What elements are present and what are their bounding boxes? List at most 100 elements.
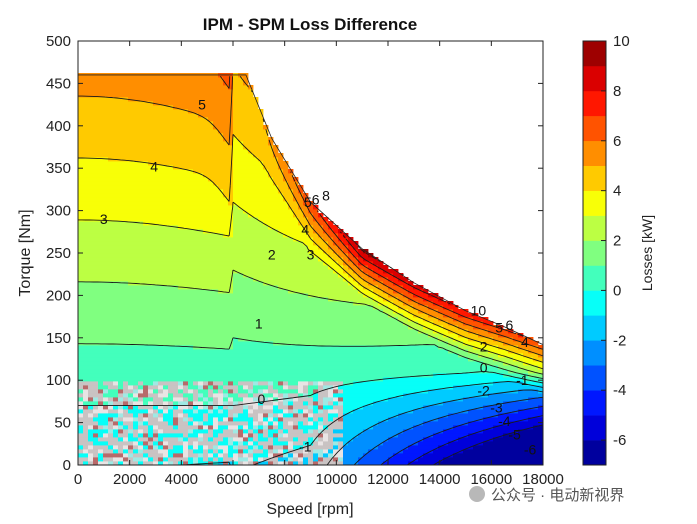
heatmap-cell — [233, 333, 239, 338]
heatmap-cell — [348, 297, 354, 302]
heatmap-cell — [273, 249, 279, 254]
heatmap-cell — [183, 457, 189, 462]
heatmap-cell — [253, 345, 259, 350]
heatmap-cell — [268, 221, 274, 226]
heatmap-cell — [293, 233, 299, 238]
heatmap-cell — [183, 125, 189, 130]
heatmap-cell — [223, 225, 229, 230]
heatmap-cell — [138, 385, 144, 390]
heatmap-cell — [158, 85, 164, 90]
heatmap-cell — [88, 373, 94, 378]
heatmap-cell — [198, 381, 204, 386]
heatmap-cell — [213, 241, 219, 246]
heatmap-cell — [133, 293, 139, 298]
heatmap-cell — [93, 389, 99, 394]
heatmap-cell — [88, 401, 94, 406]
heatmap-cell — [243, 193, 249, 198]
heatmap-cell — [283, 405, 289, 410]
heatmap-cell — [93, 201, 99, 206]
heatmap-cell — [213, 225, 219, 230]
heatmap-cell — [273, 421, 279, 426]
heatmap-cell — [123, 449, 129, 454]
heatmap-cell — [333, 301, 339, 306]
heatmap-cell — [213, 137, 219, 142]
heatmap-cell — [358, 317, 364, 322]
heatmap-cell — [173, 401, 179, 406]
heatmap-cell — [123, 241, 129, 246]
heatmap-cell — [158, 209, 164, 214]
heatmap-cell — [83, 201, 89, 206]
heatmap-cell — [308, 289, 314, 294]
heatmap-cell — [223, 89, 229, 94]
heatmap-cell — [83, 277, 89, 282]
heatmap-cell — [283, 229, 289, 234]
heatmap-cell — [218, 385, 224, 390]
heatmap-cell — [133, 217, 139, 222]
heatmap-cell — [283, 257, 289, 262]
heatmap-cell — [103, 85, 109, 90]
heatmap-cell — [148, 409, 154, 414]
heatmap-cell — [238, 321, 244, 326]
heatmap-cell — [273, 257, 279, 262]
heatmap-cell — [183, 177, 189, 182]
heatmap-cell — [208, 417, 214, 422]
heatmap-cell — [93, 361, 99, 366]
heatmap-cell — [253, 429, 259, 434]
heatmap-cell — [273, 369, 279, 374]
heatmap-cell — [293, 413, 299, 418]
heatmap-cell — [248, 113, 254, 118]
heatmap-cell — [108, 437, 114, 442]
heatmap-cell — [233, 317, 239, 322]
heatmap-cell — [248, 365, 254, 370]
heatmap-cell — [108, 349, 114, 354]
heatmap-cell — [188, 457, 194, 462]
heatmap-cell — [253, 401, 259, 406]
heatmap-cell — [128, 381, 134, 386]
heatmap-cell — [173, 321, 179, 326]
heatmap-cell — [138, 265, 144, 270]
heatmap-cell — [178, 405, 184, 410]
heatmap-cell — [108, 445, 114, 450]
heatmap-cell — [93, 317, 99, 322]
heatmap-cell — [108, 361, 114, 366]
heatmap-cell — [228, 333, 234, 338]
heatmap-cell — [313, 249, 319, 254]
heatmap-cell — [303, 309, 309, 314]
heatmap-cell — [153, 193, 159, 198]
heatmap-cell — [258, 425, 264, 430]
heatmap-cell — [218, 125, 224, 130]
heatmap-cell — [278, 373, 284, 378]
heatmap-cell — [178, 361, 184, 366]
heatmap-cell — [363, 413, 369, 418]
heatmap-cell — [188, 365, 194, 370]
heatmap-cell — [218, 177, 224, 182]
heatmap-cell — [343, 385, 349, 390]
heatmap-cell — [303, 209, 309, 214]
heatmap-cell — [263, 149, 269, 154]
heatmap-cell — [223, 369, 229, 374]
heatmap-cell — [243, 113, 249, 118]
heatmap-cell — [243, 381, 249, 386]
heatmap-cell — [213, 145, 219, 150]
heatmap-cell — [123, 217, 129, 222]
heatmap-cell — [338, 405, 344, 410]
heatmap-cell — [258, 217, 264, 222]
heatmap-cell — [163, 425, 169, 430]
heatmap-cell — [98, 77, 104, 82]
heatmap-cell — [248, 269, 254, 274]
heatmap-cell — [178, 273, 184, 278]
heatmap-cell — [263, 177, 269, 182]
heatmap-cell — [338, 401, 344, 406]
heatmap-cell — [128, 261, 134, 266]
heatmap-cell — [163, 197, 169, 202]
heatmap-cell — [88, 425, 94, 430]
heatmap-cell — [293, 201, 299, 206]
heatmap-cell — [93, 265, 99, 270]
heatmap-cell — [203, 177, 209, 182]
heatmap-cell — [153, 89, 159, 94]
heatmap-cell — [248, 441, 254, 446]
heatmap-cell — [148, 329, 154, 334]
heatmap-cell — [98, 405, 104, 410]
heatmap-cell — [343, 453, 349, 458]
heatmap-cell — [258, 361, 264, 366]
